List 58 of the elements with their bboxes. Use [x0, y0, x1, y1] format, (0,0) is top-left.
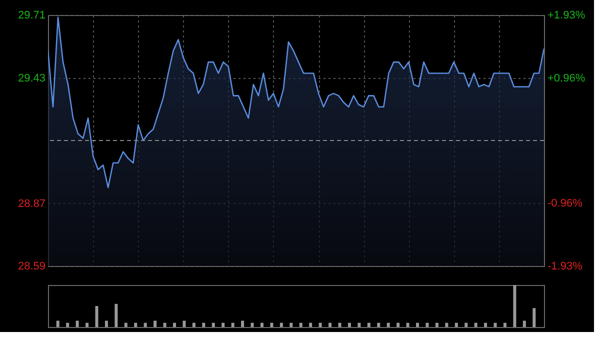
bar — [86, 322, 89, 327]
bar — [66, 322, 70, 327]
bar — [241, 320, 244, 327]
bar — [270, 322, 274, 327]
y2-tick-label: +1.93% — [548, 10, 586, 22]
bar — [532, 308, 536, 327]
y2-tick-label: +0.96% — [548, 72, 586, 85]
bar — [173, 322, 176, 327]
bar — [154, 320, 157, 327]
y-tick-label: 28.87 — [18, 198, 46, 210]
bar — [386, 322, 390, 327]
bar — [318, 322, 322, 327]
bar — [435, 322, 438, 327]
bar — [503, 322, 506, 327]
bar — [163, 322, 166, 327]
bar — [367, 322, 370, 327]
bar — [104, 320, 108, 327]
y2-tick-label: -0.96% — [548, 197, 583, 210]
y2-tick-label: -1.93% — [548, 260, 583, 272]
bar — [212, 322, 215, 327]
bar — [299, 322, 302, 327]
bar — [222, 322, 225, 327]
bar — [464, 322, 468, 327]
bar — [250, 322, 254, 327]
y-tick-label: 29.71 — [18, 10, 46, 22]
bar — [358, 322, 361, 327]
bar — [454, 322, 458, 327]
bar — [328, 322, 332, 327]
bar — [192, 322, 196, 327]
bar — [124, 322, 128, 327]
bar — [260, 322, 264, 327]
bar — [406, 322, 410, 327]
bar — [134, 322, 138, 327]
bar — [56, 320, 60, 327]
bar — [231, 322, 234, 327]
bar — [76, 320, 79, 327]
bar — [377, 322, 380, 327]
y-tick-label: 29.43 — [18, 72, 46, 84]
bar — [114, 304, 118, 327]
bar — [474, 322, 478, 327]
bar — [280, 322, 283, 327]
bar — [522, 320, 526, 327]
bar — [309, 322, 312, 327]
bar — [494, 322, 497, 327]
bar — [144, 322, 147, 327]
bar — [182, 320, 186, 327]
bar — [426, 322, 429, 327]
bar — [338, 322, 342, 327]
bar — [202, 322, 206, 327]
bar — [95, 306, 98, 327]
bar — [445, 322, 448, 327]
bar — [348, 322, 351, 327]
bar — [396, 322, 400, 327]
bar — [513, 285, 516, 327]
bar — [290, 322, 293, 327]
bar — [484, 322, 488, 327]
bar — [416, 322, 419, 327]
y-tick-label: 28.59 — [18, 260, 46, 272]
